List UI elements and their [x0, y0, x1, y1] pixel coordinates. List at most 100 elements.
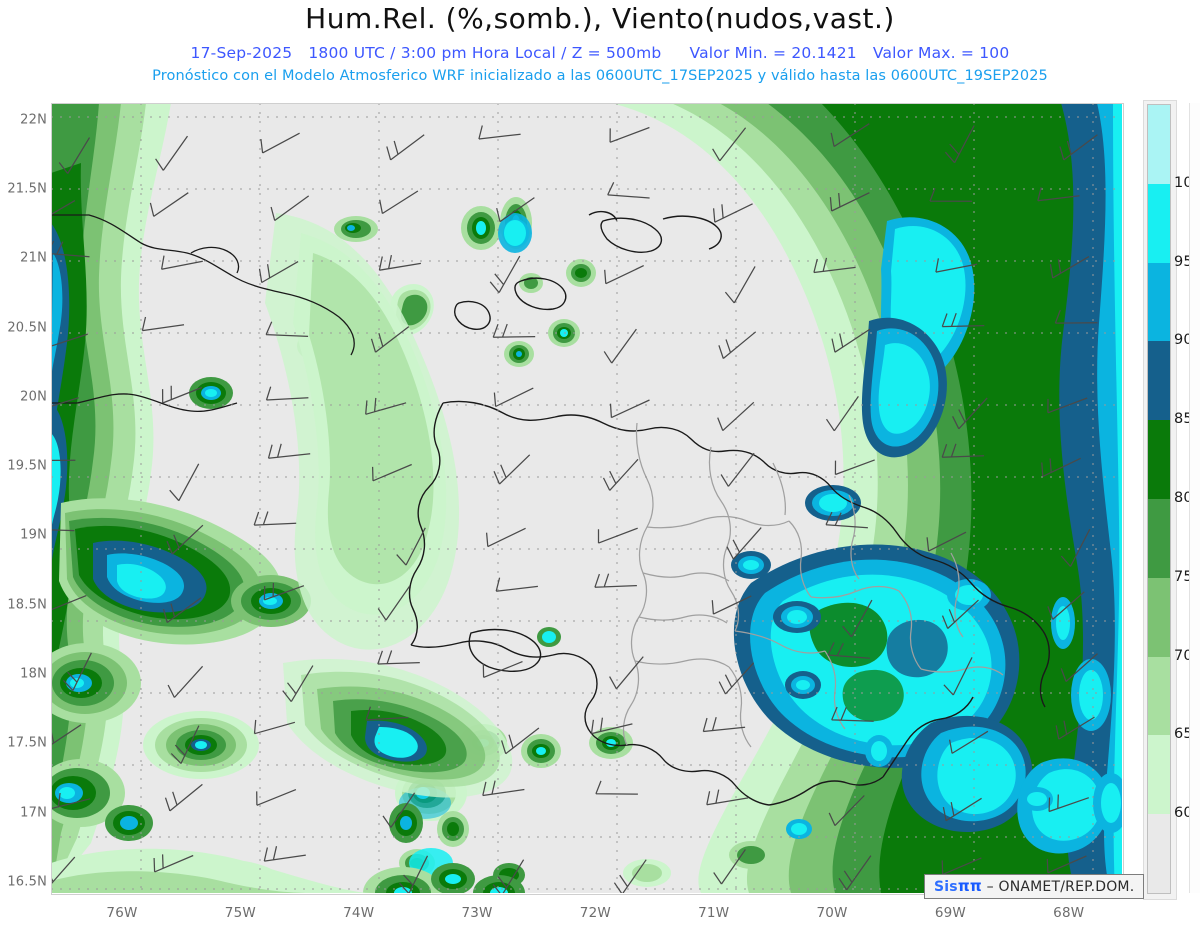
colorbar-tick-label: 80	[1174, 490, 1193, 506]
wind-barb	[944, 125, 975, 164]
wind-barb	[260, 132, 300, 154]
lat-lon-grid	[51, 103, 1122, 893]
wind-barb	[706, 789, 749, 806]
wind-barb	[482, 661, 523, 678]
wind-barb	[613, 859, 647, 893]
wind-barb	[941, 857, 982, 875]
wind-barb	[702, 717, 746, 733]
subtitle-value-max: Valor Max. = 100	[872, 44, 1010, 62]
wind-barb	[370, 326, 410, 353]
x-axis-tick: 74W	[343, 905, 375, 921]
wind-barb	[169, 463, 200, 502]
subtitle-time-level: 1800 UTC / 3:00 pm Hora Local / Z = 500m…	[308, 44, 662, 62]
wind-barb	[813, 257, 856, 274]
wind-barb	[941, 312, 985, 328]
wind-barb	[263, 846, 306, 862]
wind-barb	[377, 650, 420, 665]
wind-barb	[51, 200, 76, 216]
wind-barb	[141, 316, 185, 332]
colorbar-band	[1148, 814, 1170, 893]
colorbar-band	[1148, 577, 1170, 657]
wind-barb	[1047, 591, 1085, 620]
wind-barb	[1037, 187, 1080, 202]
wind-barb	[1041, 457, 1081, 477]
wind-barb	[265, 321, 309, 338]
y-axis-tick: 18N	[20, 666, 47, 682]
wind-barb	[1054, 309, 1098, 324]
wind-barb	[830, 123, 870, 148]
y-axis-tick: 17N	[20, 805, 47, 821]
wind-barb	[482, 780, 525, 797]
wind-barb	[253, 511, 297, 526]
wind-barb	[58, 137, 91, 174]
wind-barb	[155, 135, 189, 171]
wind-barb	[489, 255, 521, 293]
subtitle-date: 17-Sep-2025	[190, 44, 293, 62]
wind-barb	[51, 240, 90, 258]
wind-barb	[609, 656, 644, 690]
x-axis-tick: 75W	[224, 905, 256, 921]
x-axis-tick: 69W	[934, 905, 966, 921]
wind-barb	[829, 192, 870, 212]
colorbar-tick-label: 90	[1174, 332, 1193, 349]
wind-barb	[51, 529, 75, 532]
colorbar	[1147, 104, 1171, 894]
x-axis-tick: 68W	[1053, 905, 1085, 921]
logo-brand: Sis	[934, 879, 958, 895]
wind-barb	[943, 657, 973, 696]
y-axis-tick: 22N	[20, 112, 47, 128]
wind-barb	[162, 597, 202, 624]
colorbar-tick-label: 60	[1174, 805, 1193, 822]
wind-barb	[1047, 397, 1088, 414]
logo-organization: ONAMET/REP.DOM.	[998, 879, 1135, 895]
wind-barb	[51, 333, 88, 347]
wind-barb	[62, 652, 92, 691]
wind-barb	[51, 397, 79, 407]
x-axis-tick: 70W	[816, 905, 848, 921]
wind-barb	[493, 454, 531, 485]
y-axis-tick: 20.5N	[7, 320, 47, 336]
colorbar-band	[1148, 105, 1170, 184]
wind-barb	[485, 527, 526, 548]
wind-barb	[594, 573, 637, 588]
wind-barb	[718, 662, 755, 695]
colorbar-tick-label: 95	[1174, 253, 1193, 270]
wind-barb	[711, 595, 752, 615]
wind-barb	[153, 854, 194, 873]
wind-barb	[263, 582, 305, 601]
wind-barb	[926, 531, 967, 552]
wind-barb	[501, 727, 540, 755]
coastline-cuba	[51, 214, 355, 413]
wind-barb	[597, 527, 638, 544]
wind-barb	[724, 266, 756, 304]
colorbar-band	[1148, 656, 1170, 736]
y-axis: 22N 21.5N 21N 20.5N 20N 19.5N 19N 18.5N 18N 17.5N…	[0, 0, 51, 927]
wind-barb	[167, 665, 204, 698]
wind-barb	[609, 399, 650, 419]
wind-barb	[1048, 794, 1090, 813]
wind-barb	[948, 730, 989, 754]
wind-barb	[929, 187, 973, 202]
y-axis-tick: 17.5N	[7, 735, 47, 751]
attribution-logo: Sisππ – ONAMET/REP.DOM.	[924, 874, 1145, 899]
wind-barb	[595, 780, 638, 795]
wind-barb	[493, 387, 534, 408]
logo-brand-mark: ππ	[957, 877, 982, 895]
colorbar-band	[1148, 341, 1170, 421]
wind-barb	[607, 182, 650, 199]
wind-barb	[51, 459, 76, 462]
wind-barb	[712, 127, 747, 162]
wind-barb	[713, 849, 746, 885]
y-axis-tick: 21.5N	[7, 181, 47, 197]
wind-barb	[51, 856, 76, 886]
wind-barb	[170, 725, 200, 764]
wind-barb	[166, 524, 204, 555]
wind-barb	[149, 192, 189, 217]
wind-barb	[382, 792, 416, 828]
colorbar-band	[1148, 420, 1170, 499]
wind-barb	[827, 642, 870, 659]
y-axis-tick: 19N	[20, 527, 47, 543]
wind-barb	[377, 585, 411, 621]
wind-barb	[942, 797, 982, 822]
wind-barb	[941, 599, 979, 629]
